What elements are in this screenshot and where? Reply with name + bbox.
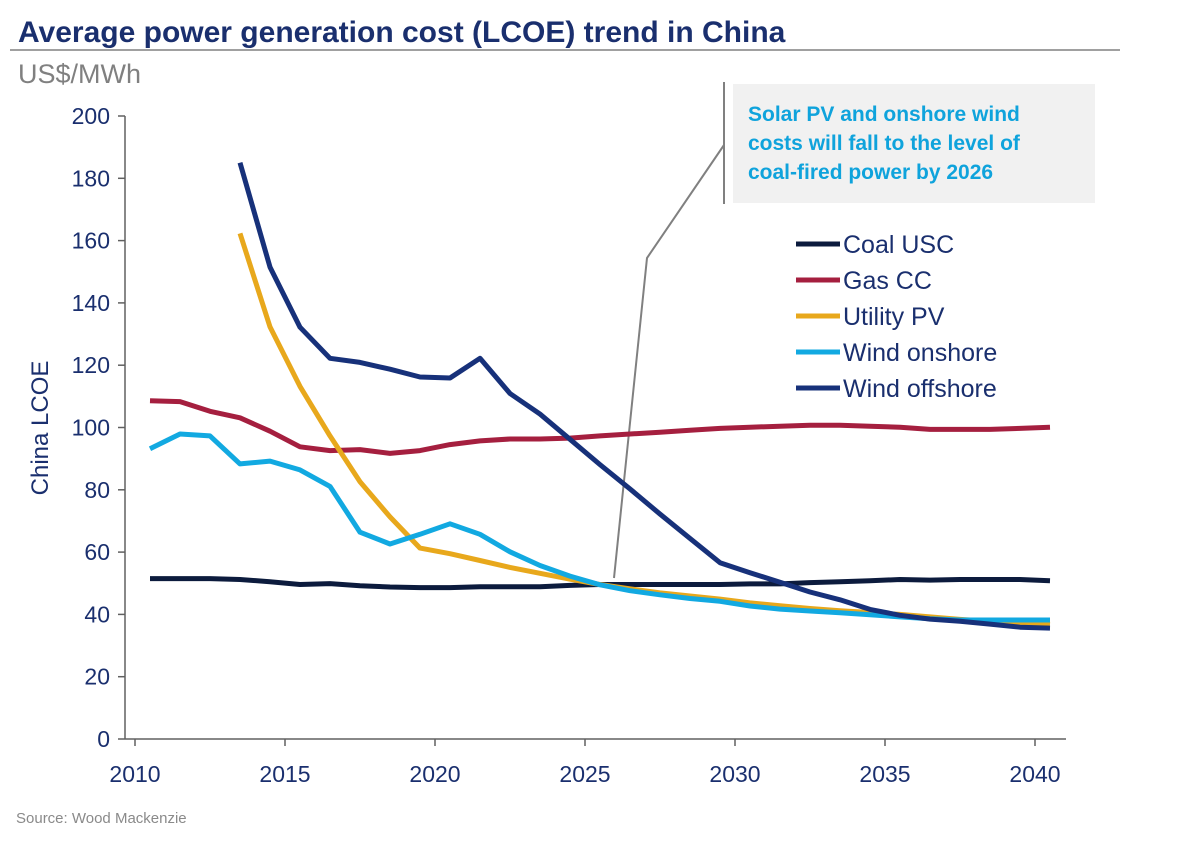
- y-tick-label: 140: [72, 290, 110, 316]
- series-line-gas-cc: [149, 398, 1051, 456]
- annotation-connector: [613, 144, 725, 579]
- series-line-wind-offshore: [237, 162, 1051, 631]
- annotation-box: [733, 84, 1095, 203]
- y-tick-label: 80: [84, 477, 110, 503]
- y-tick-label: 100: [72, 415, 110, 441]
- y-tick-label: 60: [84, 539, 110, 565]
- legend-label-wind-offshore: Wind offshore: [843, 375, 997, 403]
- y-tick-label: 180: [72, 165, 110, 191]
- y-tick-label: 160: [72, 228, 110, 254]
- y-axis-label: China LCOE: [27, 361, 54, 496]
- annotation-line-3: coal-fired power by 2026: [748, 161, 993, 184]
- x-tick-label: 2035: [859, 761, 910, 787]
- annotation-line-1: Solar PV and onshore wind: [748, 103, 1020, 126]
- legend-label-wind-onshore: Wind onshore: [843, 339, 997, 367]
- source-note: Source: Wood Mackenzie: [16, 810, 187, 827]
- y-tick-label: 40: [84, 601, 110, 627]
- x-tick-label: 2020: [409, 761, 460, 787]
- x-tick-label: 2010: [109, 761, 160, 787]
- annotation: Solar PV and onshore wind costs will fal…: [613, 82, 1095, 579]
- legend: Coal USC Gas CC Utility PV Wind onshore Wind…: [796, 231, 997, 403]
- y-tick-label: 0: [97, 726, 110, 752]
- chart-subtitle: US$/MWh: [18, 59, 141, 89]
- x-tick-label: 2015: [259, 761, 310, 787]
- y-tick-label: 120: [72, 352, 110, 378]
- chart-title: Average power generation cost (LCOE) tre…: [18, 16, 786, 49]
- x-tick-label: 2025: [559, 761, 610, 787]
- y-tick-label: 20: [84, 664, 110, 690]
- x-axis-ticks: 2010 2015 2020 2025 2030 2035 2040: [109, 739, 1061, 787]
- legend-label-coal-usc: Coal USC: [843, 231, 954, 259]
- series-lines: [148, 162, 1051, 631]
- y-tick-label: 200: [72, 103, 110, 129]
- legend-label-gas-cc: Gas CC: [843, 267, 932, 295]
- x-tick-label: 2040: [1009, 761, 1060, 787]
- annotation-line-2: costs will fall to the level of: [748, 132, 1021, 155]
- legend-label-utility-pv: Utility PV: [843, 303, 945, 331]
- y-axis-ticks: 0 20 40 60 80 100 120 140 160 180 200: [72, 103, 125, 752]
- x-tick-label: 2030: [709, 761, 760, 787]
